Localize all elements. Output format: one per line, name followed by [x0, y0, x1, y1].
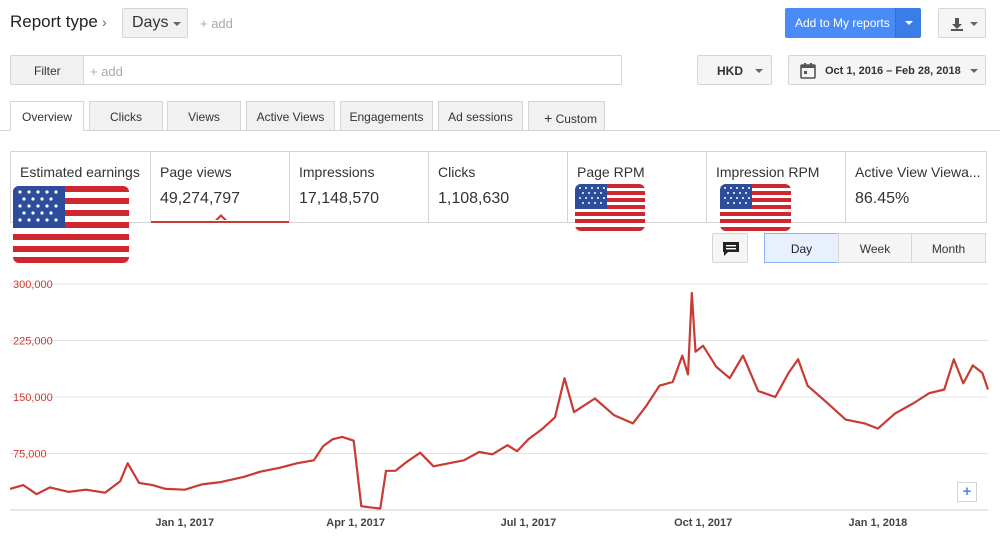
- period-week-button[interactable]: Week: [838, 233, 912, 263]
- metric-cards: Estimated earnings Page views 49,274,797…: [10, 151, 987, 223]
- tab-ad-sessions[interactable]: Ad sessions: [438, 101, 523, 130]
- metric-impression-rpm[interactable]: Impression RPM: [707, 152, 846, 222]
- us-flag-sticker: [575, 184, 645, 231]
- x-axis-tick-label: Jan 1, 2018: [848, 517, 907, 529]
- metric-label: Impression RPM: [716, 164, 820, 180]
- period-month-button[interactable]: Month: [911, 233, 986, 263]
- metric-label: Clicks: [438, 164, 476, 180]
- currency-dropdown[interactable]: HKD: [697, 55, 772, 85]
- metric-label: Estimated earnings: [20, 164, 140, 180]
- calendar-icon: [800, 63, 816, 79]
- metric-value: 1,108,630: [438, 190, 510, 207]
- selected-indicator-inner: [217, 217, 225, 221]
- us-flag-sticker: [13, 186, 129, 263]
- annotation-button[interactable]: [712, 233, 748, 263]
- metric-value: 49,274,797: [160, 190, 241, 207]
- x-axis-tick-label: Jan 1, 2017: [155, 517, 214, 529]
- tabs-divider: [0, 130, 1000, 131]
- metric-page-views[interactable]: Page views 49,274,797: [151, 152, 290, 223]
- tab-custom[interactable]: + Custom: [528, 101, 605, 130]
- caret-down-icon: [173, 22, 181, 26]
- metric-value: 86.45%: [855, 190, 910, 207]
- tab-overview[interactable]: Overview: [10, 101, 84, 131]
- report-type-title: Report type: [10, 12, 98, 31]
- period-day-button[interactable]: Day: [764, 233, 839, 263]
- caret-down-icon: [970, 22, 978, 26]
- caret-down-icon: [970, 69, 978, 73]
- metric-label: Active View Viewa...: [855, 164, 980, 180]
- y-axis-tick-label: 150,000: [13, 392, 53, 404]
- metric-clicks[interactable]: Clicks 1,108,630: [429, 152, 568, 222]
- page-views-series-line: [9, 291, 990, 510]
- currency-label: HKD: [717, 64, 743, 78]
- date-range-label: Oct 1, 2016 – Feb 28, 2018: [825, 65, 961, 77]
- metric-impressions[interactable]: Impressions 17,148,570: [290, 152, 429, 222]
- y-axis-tick-label: 75,000: [13, 449, 47, 461]
- caret-down-icon: [755, 69, 763, 73]
- page-views-line-chart: 300,000 225,000 150,000 75,000 Jan 1, 2017 A…: [9, 279, 990, 529]
- plus-icon: +: [544, 110, 553, 126]
- zoom-plus-button[interactable]: +: [957, 482, 977, 502]
- metric-active-view-viewability[interactable]: Active View Viewa... 86.45%: [846, 152, 986, 222]
- chevron-right-icon: ›: [102, 14, 107, 30]
- y-axis-tick-label: 225,000: [13, 336, 53, 348]
- filter-button[interactable]: Filter: [10, 55, 84, 85]
- metric-estimated-earnings[interactable]: Estimated earnings: [11, 152, 151, 222]
- download-button[interactable]: [938, 8, 986, 38]
- add-to-reports-dropdown[interactable]: [895, 8, 921, 38]
- x-axis-tick-label: Apr 1, 2017: [326, 517, 385, 529]
- download-icon: [951, 18, 963, 31]
- tab-engagements[interactable]: Engagements: [340, 101, 433, 130]
- filter-input[interactable]: + add: [84, 55, 622, 85]
- metric-label: Page RPM: [577, 164, 645, 180]
- metric-value: 17,148,570: [299, 190, 380, 207]
- x-axis-tick-label: Jul 1, 2017: [501, 517, 557, 529]
- add-to-my-reports-button[interactable]: Add to My reports: [785, 8, 895, 38]
- metric-label: Page views: [160, 164, 232, 180]
- metric-label: Impressions: [299, 164, 375, 180]
- tab-views[interactable]: Views: [167, 101, 241, 130]
- y-axis-tick-label: 300,000: [13, 279, 53, 291]
- dimension-dropdown[interactable]: Days: [122, 8, 188, 38]
- tab-clicks[interactable]: Clicks: [89, 101, 163, 130]
- add-dimension-link[interactable]: + add: [200, 16, 233, 31]
- tab-active-views[interactable]: Active Views: [246, 101, 335, 130]
- x-axis-tick-label: Oct 1, 2017: [674, 517, 732, 529]
- tab-custom-label: Custom: [555, 112, 597, 126]
- comment-icon: [723, 242, 739, 256]
- metric-page-rpm[interactable]: Page RPM: [568, 152, 707, 222]
- us-flag-sticker: [720, 184, 791, 231]
- date-range-picker[interactable]: Oct 1, 2016 – Feb 28, 2018: [788, 55, 986, 85]
- dimension-label: Days: [132, 14, 169, 31]
